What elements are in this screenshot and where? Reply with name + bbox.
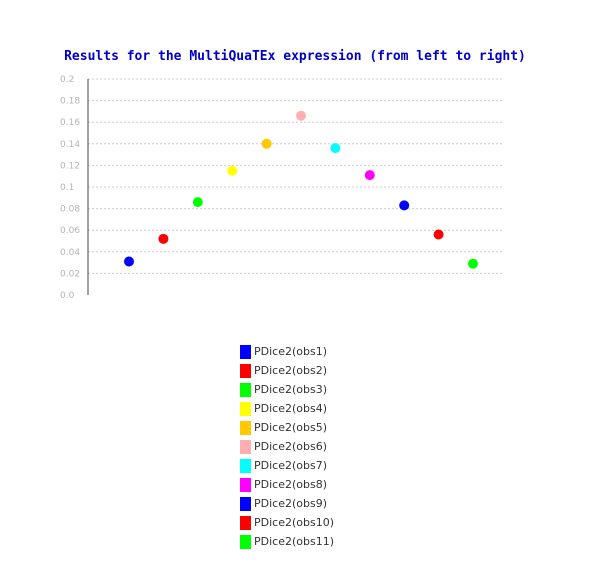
y-tick-label: 0.16 [60,118,80,128]
y-tick-label: 0.1 [60,183,74,193]
legend-item: PDice2(obs1) [240,342,334,361]
legend-item: PDice2(obs11) [240,532,334,551]
data-point-obs2 [158,233,169,244]
data-point-obs8 [364,170,375,181]
legend-label: PDice2(obs7) [254,459,327,472]
data-point-obs6 [296,110,306,121]
legend-label: PDice2(obs2) [254,364,327,377]
legend-label: PDice2(obs1) [254,345,327,358]
y-tick-label: 0.08 [60,205,80,215]
y-axis-ticks: 0.0 0.02 0.04 0.06 0.08 0.1 0.12 0.14 0.16 0.18 0.… [60,75,80,301]
legend-label: PDice2(obs4) [254,402,327,415]
legend-swatch [240,458,251,473]
legend-item: PDice2(obs3) [240,380,334,399]
legend-swatch [240,496,251,511]
legend-item: PDice2(obs9) [240,494,334,513]
legend: PDice2(obs1) PDice2(obs2) PDice2(obs3) PDic… [240,342,334,551]
grid-lines [88,78,502,274]
legend-label: PDice2(obs8) [254,478,327,491]
legend-swatch [240,515,251,530]
data-point-obs10 [433,229,444,240]
legend-label: PDice2(obs6) [254,440,327,453]
y-tick-label: 0.2 [60,75,74,85]
legend-label: PDice2(obs5) [254,421,327,434]
data-points [124,110,478,269]
legend-swatch [240,363,251,378]
legend-item: PDice2(obs6) [240,437,334,456]
legend-item: PDice2(obs4) [240,399,334,418]
legend-swatch [240,382,251,397]
scatter-plot: 0.0 0.02 0.04 0.06 0.08 0.1 0.12 0.14 0.16 0.18 0.… [60,75,502,301]
data-point-obs1 [124,256,134,267]
legend-label: PDice2(obs11) [254,535,334,548]
y-tick-label: 0.18 [60,97,80,107]
legend-item: PDice2(obs8) [240,475,334,494]
y-tick-label: 0.06 [60,226,80,236]
legend-swatch [240,439,251,454]
y-tick-label: 0.0 [60,291,75,301]
y-tick-label: 0.12 [60,161,80,171]
chart-title: Results for the MultiQuaTEx expression (… [64,49,526,64]
legend-label: PDice2(obs9) [254,497,327,510]
legend-item: PDice2(obs7) [240,456,334,475]
legend-swatch [240,477,251,492]
legend-label: PDice2(obs3) [254,383,327,396]
data-point-obs11 [468,258,478,269]
legend-item: PDice2(obs2) [240,361,334,380]
legend-swatch [240,401,251,416]
data-point-obs4 [227,165,238,176]
y-tick-label: 0.04 [60,248,80,258]
legend-item: PDice2(obs5) [240,418,334,437]
legend-label: PDice2(obs10) [254,516,334,529]
data-point-obs3 [192,197,203,208]
legend-item: PDice2(obs10) [240,513,334,532]
data-point-obs5 [261,138,272,149]
y-tick-label: 0.14 [60,140,80,150]
y-tick-label: 0.02 [60,269,80,279]
data-point-obs9 [399,200,410,211]
legend-swatch [240,344,251,359]
legend-swatch [240,534,251,549]
data-point-obs7 [330,143,341,154]
legend-swatch [240,420,251,435]
